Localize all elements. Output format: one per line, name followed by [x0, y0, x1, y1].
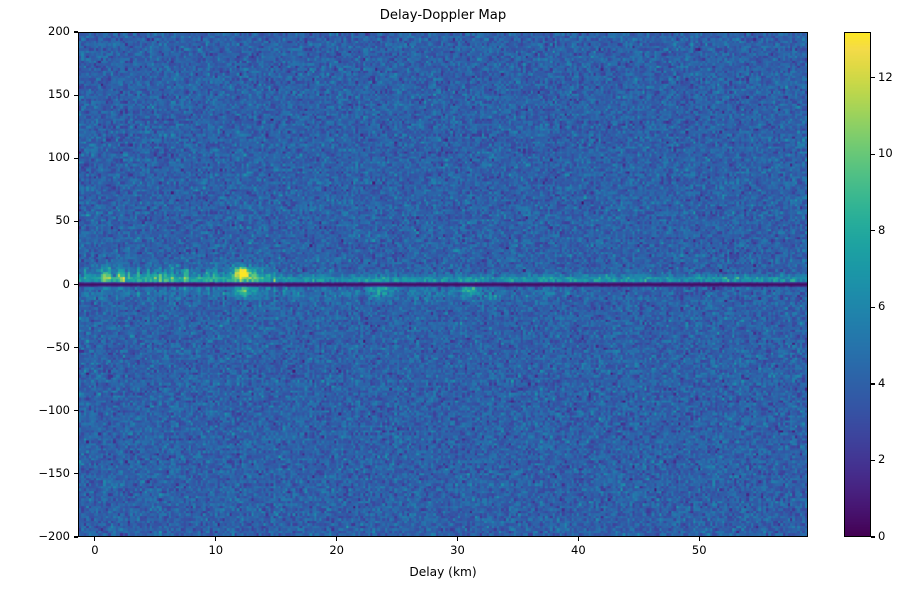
y-tick-mark [74, 220, 78, 222]
y-tick-mark [74, 94, 78, 96]
x-tick-mark [577, 537, 579, 541]
y-tick-mark [74, 283, 78, 286]
colorbar-tick-mark [871, 459, 875, 462]
y-tick-label: 50 [55, 213, 70, 228]
x-tick-label: 30 [450, 543, 465, 557]
colorbar-tick-mark [871, 230, 875, 232]
colorbar-tick-label: 4 [878, 375, 886, 390]
y-tick-label: −200 [38, 529, 70, 543]
colorbar-tick-label: 12 [878, 69, 893, 84]
x-tick-label: 40 [571, 543, 586, 557]
y-tick-label: 0 [62, 276, 70, 291]
colorbar-tick-label: 0 [878, 529, 886, 543]
y-tick-mark [74, 410, 78, 412]
x-tick-mark [698, 537, 700, 541]
y-tick-mark [74, 31, 78, 33]
x-tick-mark [456, 537, 459, 541]
colorbar-tick-mark [871, 306, 875, 308]
x-axis-label: Delay (km) [409, 565, 477, 579]
y-tick-label: −100 [38, 402, 70, 417]
y-tick-label: −50 [45, 339, 70, 354]
delay-doppler-heatmap[interactable] [78, 32, 808, 537]
colorbar-gradient [845, 33, 870, 536]
x-tick-mark [336, 537, 338, 541]
x-tick-label: 0 [91, 543, 99, 557]
y-tick-mark [74, 157, 78, 159]
colorbar-tick-label: 8 [878, 222, 886, 237]
y-tick-mark [74, 473, 78, 475]
colorbar-tick-mark [871, 77, 875, 79]
y-tick-mark [74, 536, 78, 538]
heatmap-image [79, 33, 807, 536]
colorbar-tick-mark [871, 383, 875, 385]
x-tick-mark [215, 537, 217, 541]
y-tick-mark [74, 347, 78, 349]
x-tick-label: 10 [208, 543, 224, 557]
colorbar-tick-label: 2 [878, 452, 886, 467]
colorbar[interactable] [844, 32, 871, 537]
y-tick-label: −150 [38, 465, 70, 480]
colorbar-tick-mark [871, 536, 875, 538]
y-tick-label: 200 [48, 24, 70, 38]
x-tick-mark [94, 537, 96, 541]
colorbar-tick-label: 6 [878, 299, 886, 314]
colorbar-tick-mark [871, 153, 875, 155]
x-tick-label: 50 [691, 543, 707, 557]
y-tick-label: 150 [48, 87, 70, 102]
colorbar-tick-label: 10 [878, 146, 893, 161]
x-tick-label: 20 [329, 543, 344, 557]
page-title: Delay-Doppler Map [379, 8, 507, 23]
y-tick-label: 100 [48, 150, 70, 165]
